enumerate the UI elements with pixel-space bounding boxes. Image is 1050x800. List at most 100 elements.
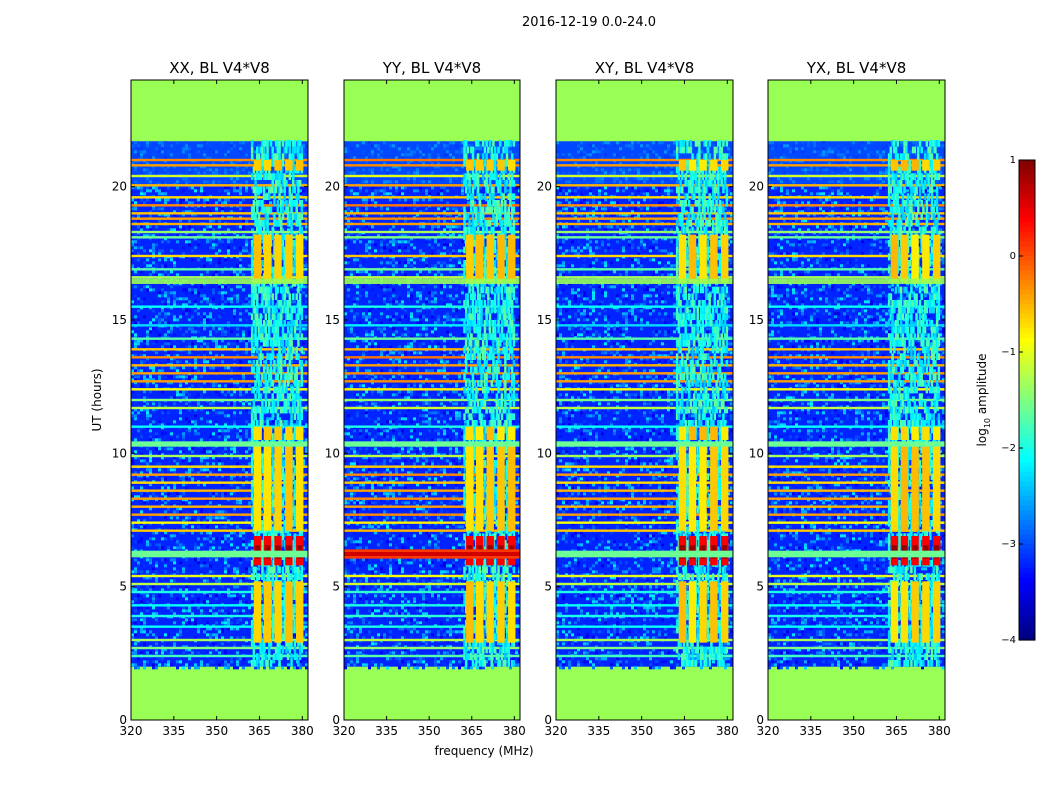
x-tick-label: 335 (799, 724, 822, 738)
rfi-row (768, 356, 945, 359)
rfi-row (556, 276, 733, 279)
rfi-column (710, 442, 718, 531)
rfi-row (556, 646, 733, 650)
x-tick-label: 320 (120, 724, 143, 738)
rfi-row (768, 196, 945, 199)
rfi-row (344, 625, 520, 628)
rfi-column (263, 160, 272, 171)
rfi-row (131, 590, 308, 594)
rfi-column (900, 234, 909, 283)
panel-title: YX, BL V4*V8 (806, 59, 907, 77)
colorbar-frame (1018, 159, 1036, 641)
rfi-row (344, 348, 520, 351)
rfi-row (344, 324, 520, 327)
rfi-row (556, 465, 733, 468)
burst-row (131, 550, 308, 558)
rfi-row (556, 521, 733, 524)
y-tick-label: 5 (544, 580, 552, 594)
rfi-row (344, 268, 520, 271)
rfi-column (900, 581, 909, 643)
rfi-column (890, 442, 899, 531)
rfi-column (476, 234, 484, 283)
rfi-column (922, 234, 930, 283)
rfi-row (344, 212, 520, 215)
x-tick-label: 350 (842, 724, 865, 738)
rfi-column (296, 581, 304, 643)
rfi-row (131, 254, 308, 258)
rfi-row (131, 268, 308, 271)
rfi-column (699, 234, 707, 283)
rfi-row (131, 465, 308, 468)
rfi-row (768, 276, 945, 279)
rfi-row (768, 529, 945, 532)
rfi-row (768, 646, 945, 650)
rfi-row (768, 305, 945, 308)
rfi-column (476, 426, 484, 440)
rfi-column (721, 160, 729, 171)
x-tick-label: 365 (885, 724, 908, 738)
x-tick-label: 320 (757, 724, 780, 738)
rfi-column (721, 426, 729, 440)
rfi-column (285, 442, 293, 531)
y-tick-label: 20 (325, 180, 340, 194)
rfi-row (131, 236, 308, 239)
rfi-column (678, 234, 687, 283)
rfi-row (768, 497, 945, 500)
rfi-column (508, 426, 516, 440)
rfi-row (768, 268, 945, 271)
rfi-row (131, 604, 308, 607)
rfi-row (344, 425, 520, 428)
rfi-column (508, 234, 516, 283)
rfi-column (721, 442, 729, 531)
rfi-row (131, 513, 308, 516)
rfi-column (296, 442, 304, 531)
rfi-row (344, 217, 520, 220)
rfi-row (556, 348, 733, 351)
rfi-row (768, 337, 945, 340)
rfi-row (344, 465, 520, 468)
rfi-row (768, 638, 945, 642)
rfi-column (890, 234, 899, 283)
x-tick-label: 380 (503, 724, 526, 738)
colorbar-tick-label: −3 (1001, 539, 1016, 550)
rfi-row (556, 489, 733, 492)
rfi-row (556, 254, 733, 258)
rfi-row (131, 521, 308, 524)
rfi-column (466, 426, 474, 440)
rfi-row (768, 230, 945, 234)
rfi-row (556, 217, 733, 220)
rfi-column (922, 426, 930, 440)
rfi-row (344, 305, 520, 308)
rfi-row (344, 481, 520, 484)
x-tick-label: 335 (587, 724, 610, 738)
rfi-row (131, 582, 308, 586)
x-tick-label: 320 (333, 724, 356, 738)
y-tick-label: 0 (332, 713, 340, 727)
rfi-column (911, 234, 919, 283)
rfi-column (911, 581, 919, 643)
rfi-row (344, 372, 520, 375)
rfi-row (344, 406, 520, 410)
rfi-row (768, 254, 945, 258)
rfi-row (768, 174, 945, 178)
rfi-column (296, 160, 304, 171)
heatmap-xx (131, 80, 308, 720)
rfi-row (556, 654, 733, 658)
rfi-row (768, 380, 945, 383)
x-tick-label: 335 (375, 724, 398, 738)
rfi-row (344, 337, 520, 340)
rfi-column (285, 160, 293, 171)
rfi-column (508, 581, 516, 643)
rfi-column (933, 442, 941, 531)
rfi-column (274, 581, 282, 643)
rfi-row (556, 196, 733, 199)
rfi-column (911, 426, 919, 440)
rfi-row (131, 364, 308, 367)
rfi-column (497, 581, 505, 643)
rfi-row (768, 212, 945, 215)
rfi-column (688, 160, 697, 171)
rfi-row (556, 174, 733, 178)
rfi-column (710, 426, 718, 440)
rfi-row (131, 305, 308, 308)
